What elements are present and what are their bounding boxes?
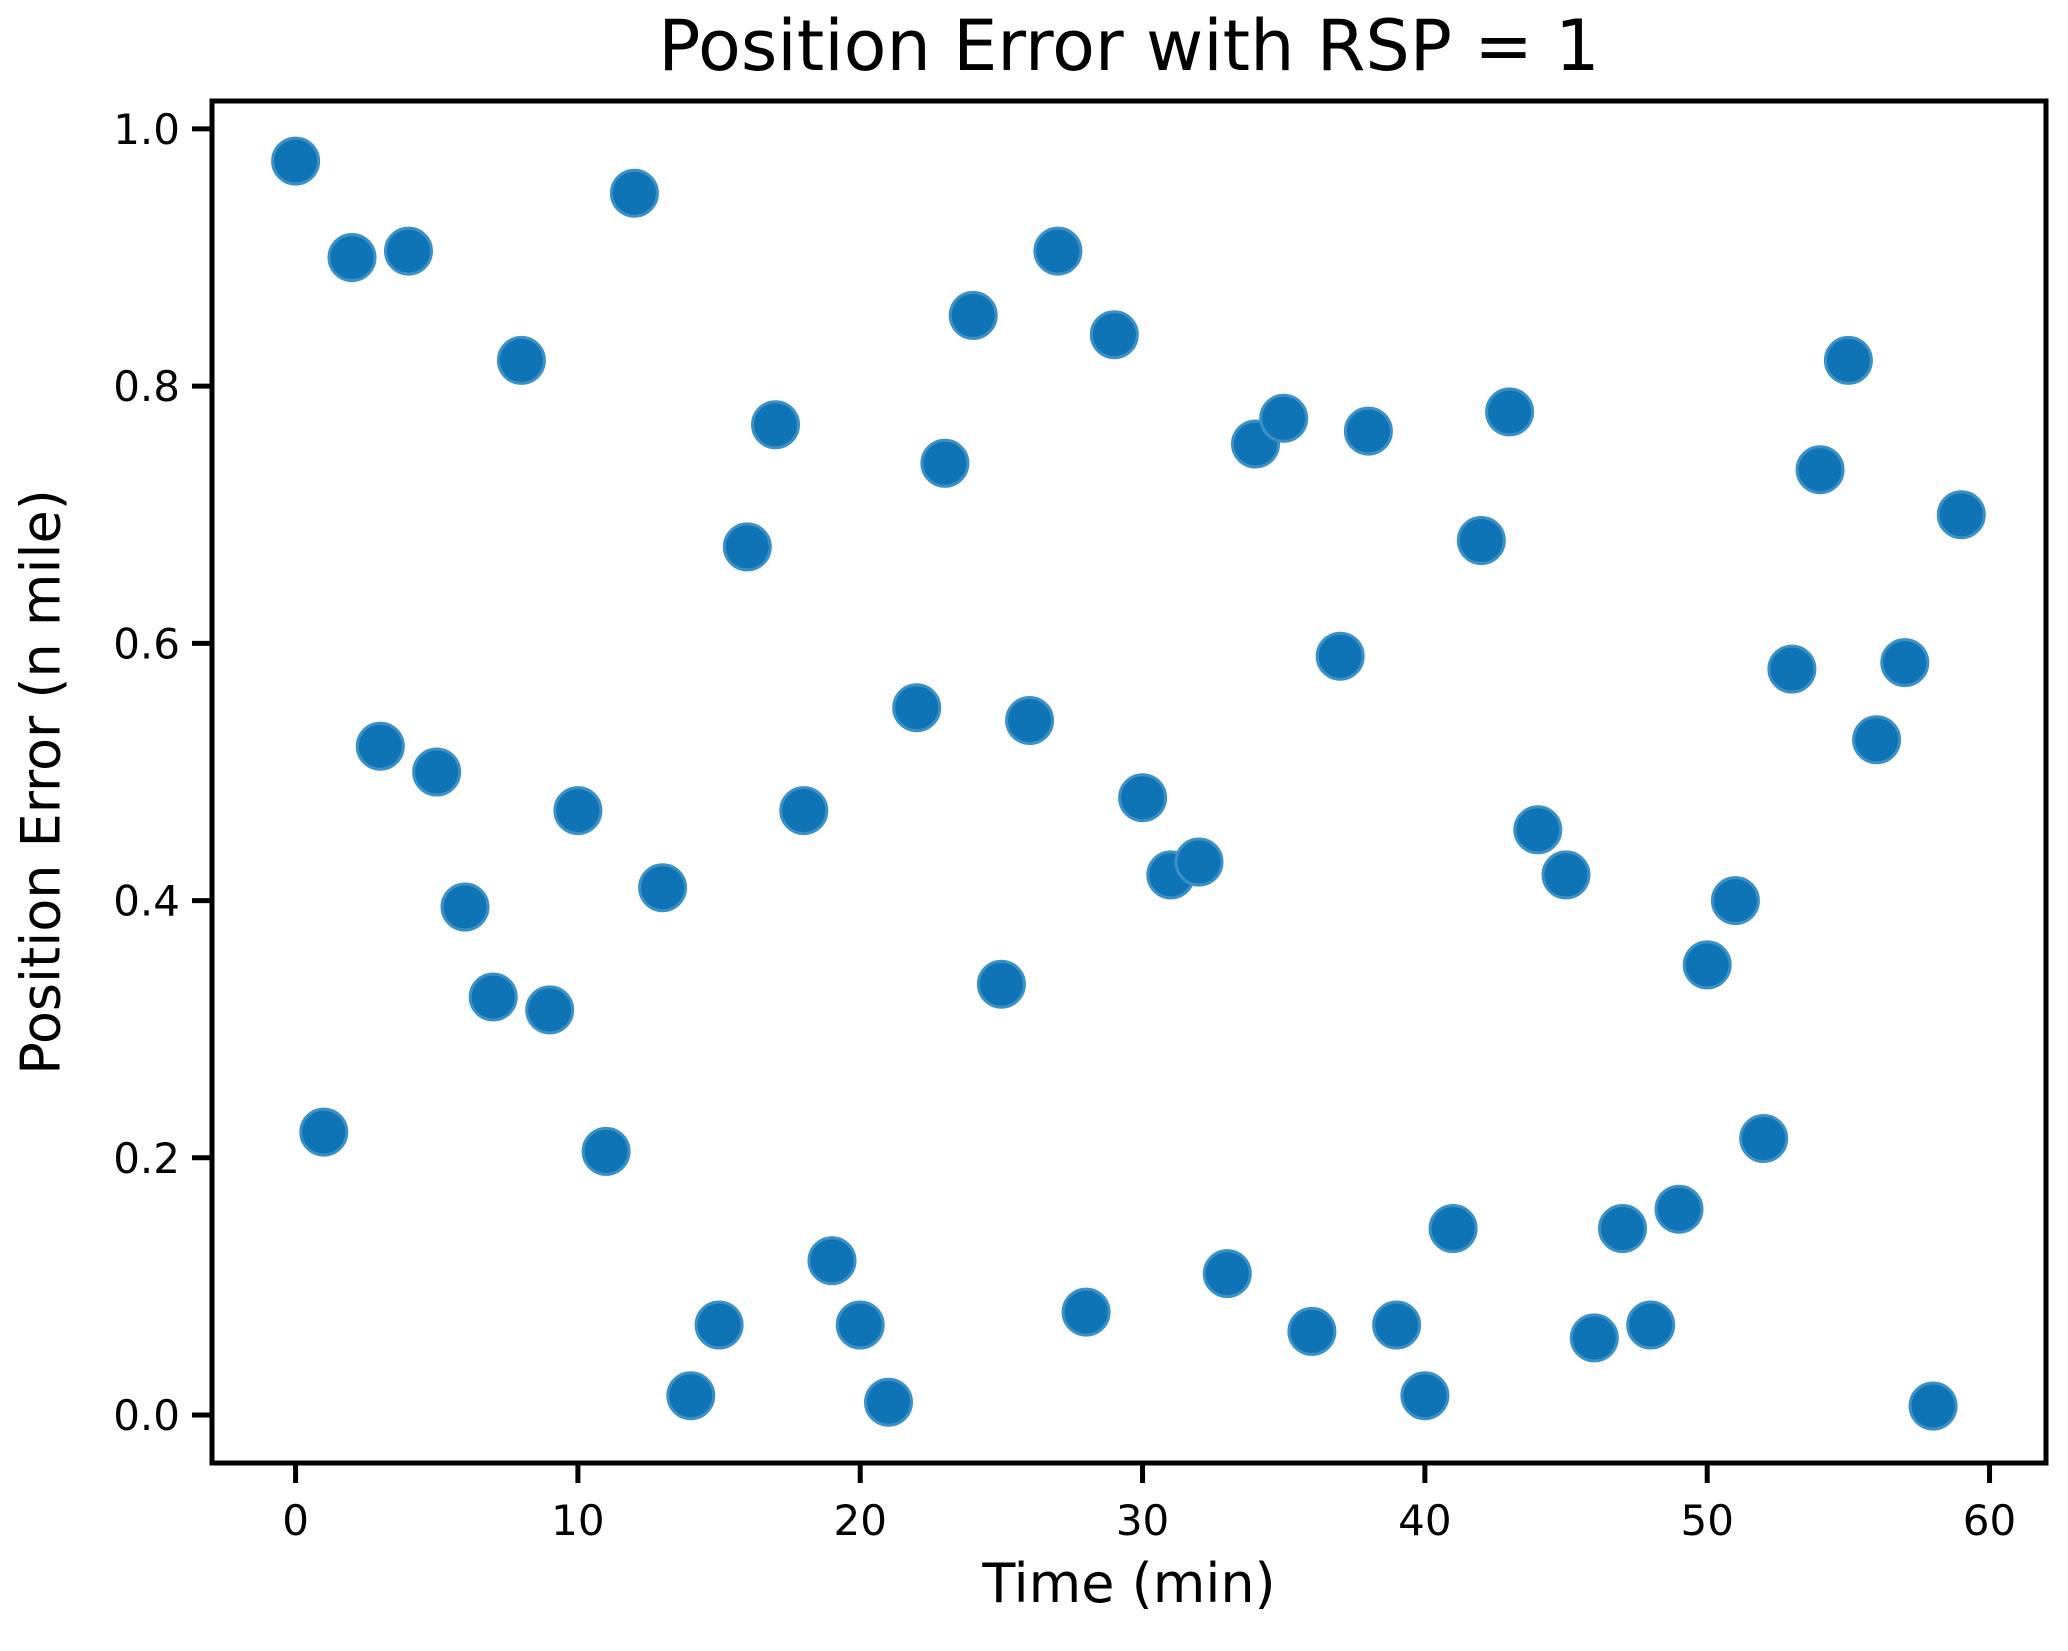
data-point (1174, 837, 1224, 887)
data-point (1428, 1204, 1478, 1253)
y-tick-label: 0.8 (113, 362, 180, 411)
data-point (864, 1377, 913, 1427)
data-point (1654, 1184, 1704, 1234)
data-point (694, 1300, 744, 1350)
y-tick-label: 0.6 (113, 619, 180, 668)
data-point (412, 747, 462, 797)
x-tick-label: 0 (282, 1496, 309, 1545)
data-point (751, 400, 800, 450)
data-point (1456, 516, 1506, 565)
data-point (496, 335, 546, 385)
data-point (1372, 1300, 1422, 1350)
x-tick-label: 20 (833, 1496, 886, 1545)
data-point (666, 1371, 716, 1421)
data-point (327, 233, 377, 282)
data-point (1287, 1306, 1337, 1356)
data-point (1259, 393, 1309, 443)
data-point (1400, 1371, 1450, 1421)
data-point (1569, 1313, 1619, 1363)
data-point (581, 1126, 631, 1176)
data-point (807, 1236, 857, 1286)
data-point (553, 786, 603, 836)
x-tick-label: 60 (1963, 1496, 2016, 1545)
data-point (271, 136, 321, 186)
data-point (1118, 773, 1168, 823)
data-point (1202, 1249, 1252, 1299)
x-tick-label: 40 (1398, 1496, 1451, 1545)
data-point (1598, 1204, 1647, 1253)
data-point (525, 985, 575, 1035)
data-point (1880, 638, 1930, 688)
data-point (1823, 335, 1873, 385)
data-point (948, 290, 998, 340)
data-point (1626, 1300, 1676, 1350)
data-point (722, 522, 772, 572)
data-point (355, 721, 405, 771)
data-point (638, 863, 688, 913)
data-point (440, 882, 490, 932)
data-point (1343, 406, 1393, 456)
data-point (835, 1300, 885, 1350)
data-point (920, 438, 970, 488)
data-point (609, 168, 659, 218)
data-point (1541, 850, 1591, 900)
data-point (299, 1107, 349, 1157)
data-point (1513, 805, 1563, 855)
data-point (384, 226, 433, 276)
data-point (1795, 445, 1845, 495)
data-point (1033, 226, 1083, 276)
data-point (1315, 631, 1365, 681)
data-point (1852, 715, 1902, 765)
data-point (892, 683, 942, 733)
y-tick-label: 0.4 (113, 877, 180, 926)
y-tick-label: 1.0 (113, 105, 180, 154)
data-point (976, 959, 1026, 1009)
y-tick-label: 0.2 (113, 1134, 180, 1183)
data-point (1767, 644, 1817, 694)
data-point (1485, 387, 1535, 437)
data-point (1089, 310, 1139, 360)
data-point (1682, 940, 1732, 990)
data-point (1710, 876, 1760, 926)
x-tick-label: 30 (1116, 1496, 1169, 1545)
data-point (779, 786, 829, 836)
data-point (1936, 490, 1986, 540)
axes-frame (209, 98, 2049, 1466)
data-point (1908, 1381, 1958, 1431)
x-axis-label: Time (min) (982, 1552, 1276, 1615)
data-point (468, 972, 518, 1022)
x-tick-label: 10 (551, 1496, 604, 1545)
x-tick-label: 50 (1680, 1496, 1733, 1545)
data-point (1739, 1114, 1789, 1163)
data-point (1005, 696, 1055, 745)
y-tick-label: 0.0 (113, 1391, 180, 1440)
chart-title: Position Error with RSP = 1 (658, 5, 1600, 87)
data-point (1061, 1287, 1111, 1337)
